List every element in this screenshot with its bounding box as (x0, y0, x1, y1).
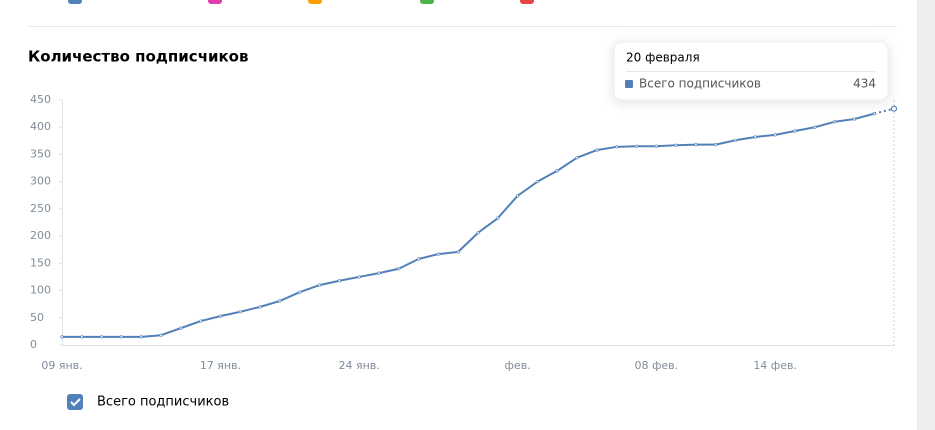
x-tick-label: 24 янв. (338, 359, 379, 372)
x-tick-label: фев. (505, 359, 531, 372)
line (62, 112, 875, 338)
chart-title: Количество подписчиков (28, 48, 248, 66)
point (753, 135, 757, 139)
point (60, 335, 64, 339)
point (516, 194, 520, 198)
point (535, 180, 540, 184)
point (555, 169, 559, 173)
point (119, 335, 124, 339)
y-tick-label: 400 (30, 120, 51, 133)
x-tick-label: 09 янв. (41, 359, 82, 372)
point (872, 112, 876, 116)
y-tick-label: 50 (30, 311, 44, 324)
y-tick-label: 100 (30, 284, 51, 297)
legend[interactable]: Всего подписчиков (67, 394, 229, 410)
legend-swatch (308, 0, 322, 4)
y-tick-label: 200 (30, 229, 51, 242)
point (139, 335, 143, 339)
tooltip-swatch (625, 80, 633, 88)
tooltip-title: 20 февраля (626, 51, 700, 65)
point (199, 319, 203, 323)
point (436, 252, 440, 256)
point (575, 156, 579, 160)
tooltip: 20 февраля Всего подписчиков 434 (613, 41, 889, 101)
point (714, 143, 718, 147)
y-tick-label: 250 (30, 202, 51, 215)
point (179, 326, 183, 330)
point (397, 267, 401, 271)
x-tick-label: 17 янв. (200, 359, 241, 372)
y-tick-label: 0 (30, 338, 37, 351)
point (852, 117, 856, 121)
legend-label[interactable]: Всего подписчиков (97, 395, 229, 410)
point (456, 250, 460, 254)
point (694, 143, 698, 147)
y-tick-label: 300 (30, 175, 51, 188)
y-tick-label: 450 (30, 93, 51, 106)
point (654, 144, 658, 148)
point (832, 120, 837, 124)
point (496, 216, 500, 220)
legend-swatch (208, 0, 222, 4)
line-forecast (873, 107, 895, 115)
legend-swatch (520, 0, 534, 4)
point (813, 125, 817, 129)
point (298, 290, 302, 294)
point (773, 133, 777, 137)
legend-checkbox[interactable] (67, 394, 83, 410)
point (238, 310, 242, 314)
point (357, 275, 361, 279)
point (634, 144, 639, 148)
checkmark (70, 398, 81, 407)
point (416, 257, 421, 261)
point (595, 148, 599, 152)
point (733, 138, 738, 142)
tooltip-value: 434 (853, 77, 876, 91)
x-tick-label: 08 фев. (634, 359, 678, 372)
point (377, 271, 381, 275)
point (890, 105, 898, 112)
x-tick-label: 14 фев. (753, 359, 797, 372)
point (278, 299, 282, 303)
plot: 0 50 100 150 200 250 300 350 400 450 09 янв. 17 янв… (30, 93, 898, 372)
legend-swatch (68, 0, 82, 4)
tooltip-series: Всего подписчиков (639, 77, 761, 91)
legend-swatch (420, 0, 434, 4)
point (615, 145, 619, 149)
y-tick-label: 350 (30, 147, 51, 160)
point (674, 143, 678, 147)
point (317, 283, 322, 287)
point (337, 279, 341, 283)
point (218, 314, 223, 318)
y-tick-label: 150 (30, 256, 51, 269)
point (159, 333, 163, 337)
point (793, 129, 797, 133)
point (100, 335, 104, 339)
point (476, 231, 480, 235)
point (258, 305, 262, 309)
point (80, 335, 84, 339)
